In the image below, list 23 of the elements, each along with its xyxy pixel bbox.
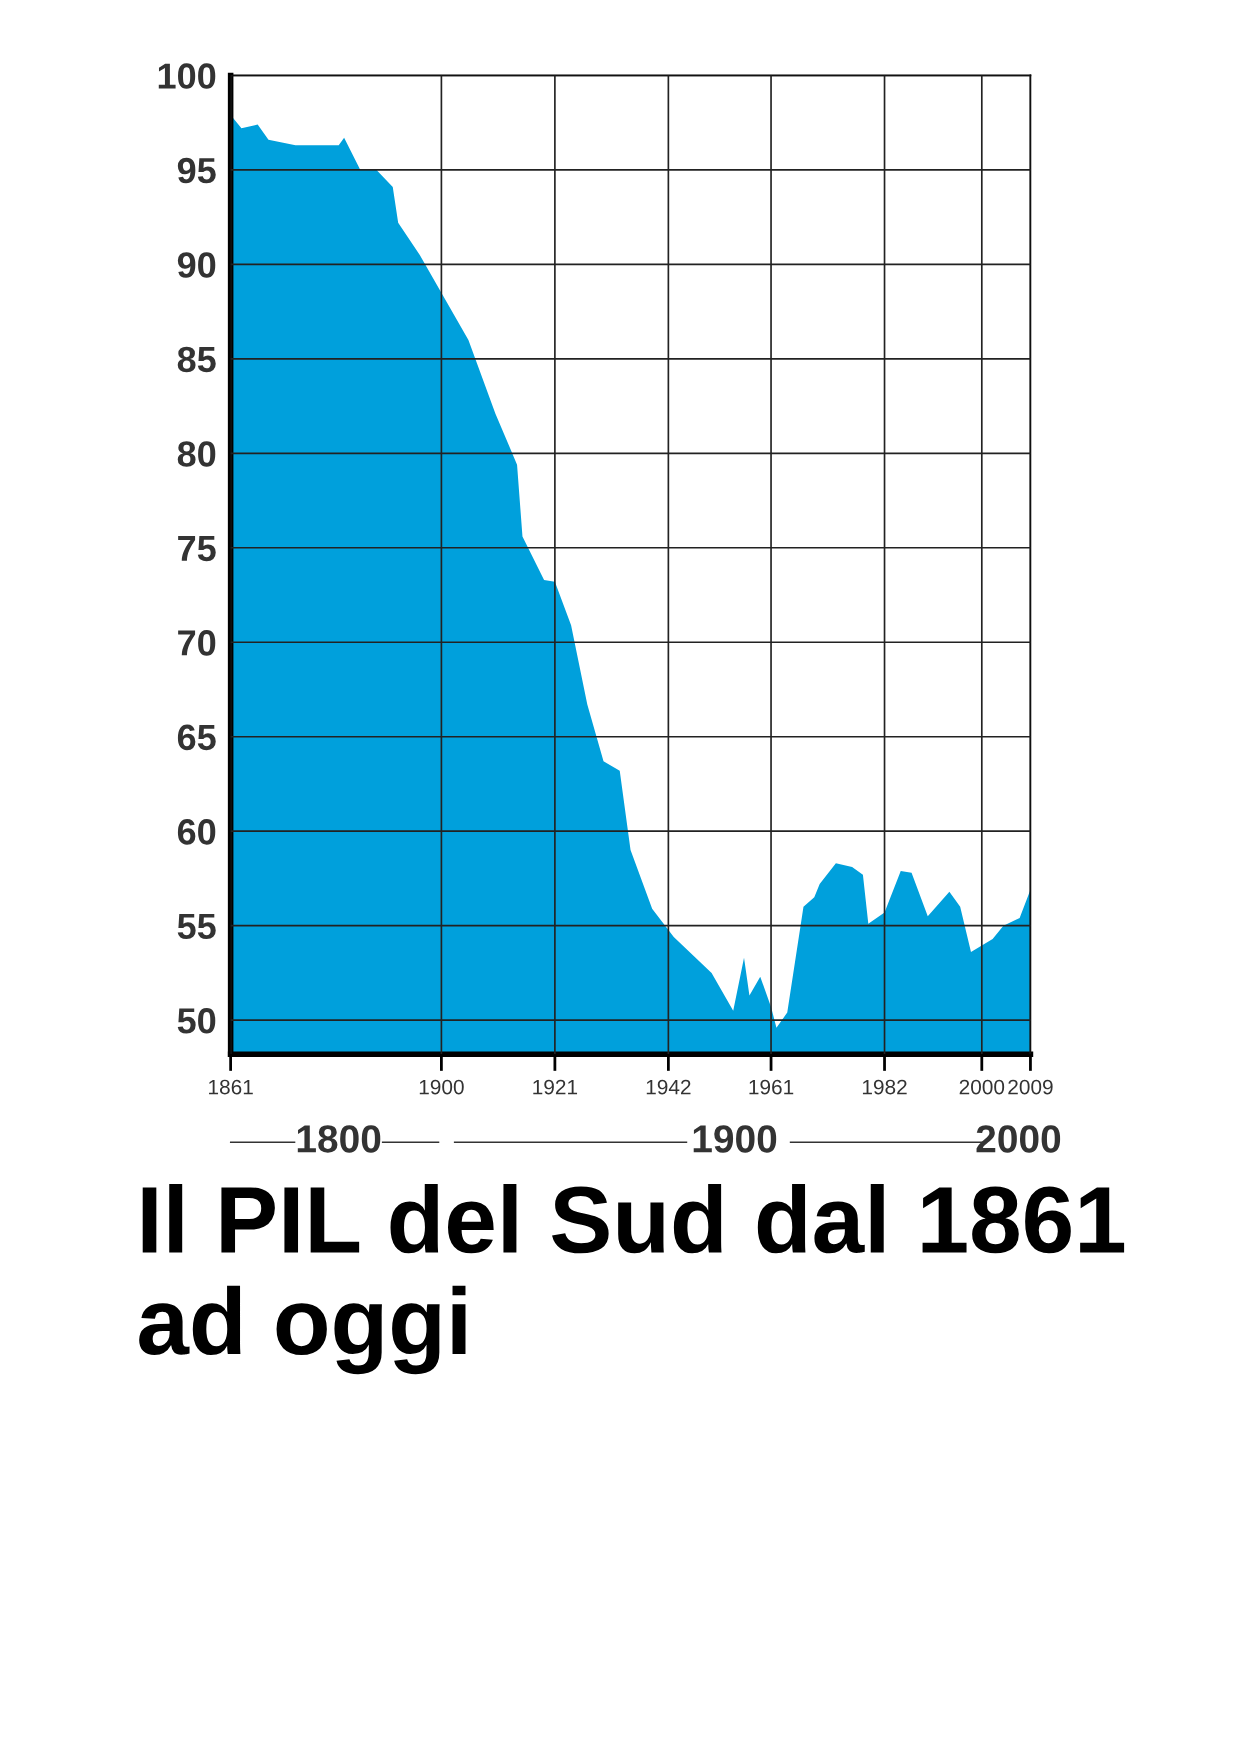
- y-tick-label: 65: [177, 724, 216, 751]
- text: Il PIL del Sud dal 1861 ad oggi: [139, 1183, 1125, 1375]
- y-tick-label: 80: [177, 441, 216, 467]
- x-tick-label: 1900: [419, 1079, 464, 1095]
- y-tick-label: 70: [178, 630, 216, 656]
- x-tick-label: 1942: [646, 1079, 691, 1095]
- text: 1900: [693, 1125, 777, 1153]
- text: 2000: [976, 1125, 1061, 1153]
- y-tick-label: 50: [177, 1008, 216, 1034]
- y-tick-label: 100: [158, 63, 216, 89]
- text: 1800: [297, 1125, 381, 1153]
- y-tick-label: 55: [177, 913, 216, 940]
- y-tick-label: 95: [177, 157, 216, 184]
- y-tick-label: 85: [177, 346, 216, 373]
- x-tick-label: 1961: [749, 1079, 794, 1095]
- y-tick-label: 90: [177, 252, 216, 278]
- y-tick-label: 60: [177, 819, 216, 845]
- x-tick-label: 1982: [862, 1079, 907, 1095]
- y-tick-label: 75: [178, 536, 216, 562]
- x-tick-label: 2000: [959, 1079, 1005, 1095]
- x-tick-label: 1861: [209, 1079, 253, 1095]
- x-tick-label: 2009: [1008, 1079, 1053, 1095]
- x-tick-label: 1921: [533, 1079, 578, 1095]
